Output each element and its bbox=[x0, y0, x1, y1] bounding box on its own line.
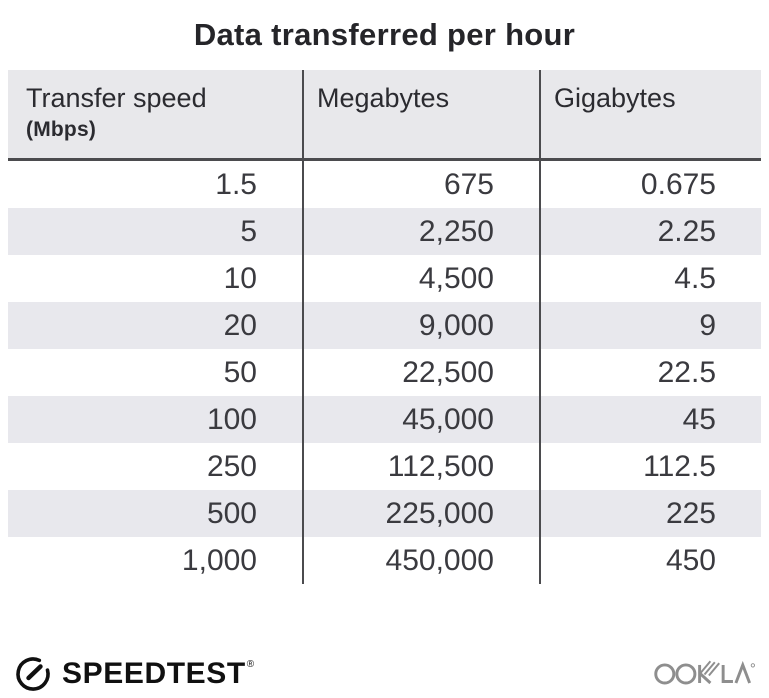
cell-speed: 20 bbox=[223, 309, 257, 342]
cell-megabytes: 675 bbox=[302, 161, 539, 208]
cell-gigabytes: 4.5 bbox=[539, 255, 761, 302]
table-row: 1.5 675 0.675 bbox=[8, 161, 761, 208]
table-row: 5 2,250 2.25 bbox=[8, 208, 761, 255]
header-transfer-speed: Transfer speed (Mbps) bbox=[8, 70, 302, 158]
cell-gigabytes: 112.5 bbox=[539, 443, 761, 490]
cell-gigabytes: 22.5 bbox=[539, 349, 761, 396]
table-row: 250 112,500 112.5 bbox=[8, 443, 761, 490]
cell-megabytes: 4,500 bbox=[302, 255, 539, 302]
table-row: 10 4,500 4.5 bbox=[8, 255, 761, 302]
cell-megabytes: 9,000 bbox=[302, 302, 539, 349]
cell-speed: 10 bbox=[223, 262, 257, 295]
ookla-wordmark-icon bbox=[654, 660, 755, 685]
cell-speed: 50 bbox=[223, 356, 257, 389]
page-title: Data transferred per hour bbox=[193, 17, 576, 52]
cell-gigabytes: 2.25 bbox=[539, 208, 761, 255]
header-transfer-speed-unit: (Mbps) bbox=[26, 118, 97, 141]
data-table: Transfer speed (Mbps) Megabytes Gigabyte… bbox=[8, 70, 761, 584]
cell-speed: 5 bbox=[240, 215, 257, 248]
cell-gigabytes: 9 bbox=[539, 302, 761, 349]
cell-megabytes: 450,000 bbox=[302, 537, 539, 584]
cell-gigabytes: 225 bbox=[539, 490, 761, 537]
table-row: 1,000 450,000 450 bbox=[8, 537, 761, 584]
cell-megabytes: 225,000 bbox=[302, 490, 539, 537]
table-row: 100 45,000 45 bbox=[8, 396, 761, 443]
cell-speed: 1,000 bbox=[181, 544, 257, 577]
cell-megabytes: 22,500 bbox=[302, 349, 539, 396]
table-row: 20 9,000 9 bbox=[8, 302, 761, 349]
speedtest-logo: SPEEDTEST ® bbox=[13, 652, 254, 696]
cell-speed: 1.5 bbox=[215, 168, 257, 201]
cell-megabytes: 2,250 bbox=[302, 208, 539, 255]
table-row: 50 22,500 22.5 bbox=[8, 349, 761, 396]
cell-gigabytes: 0.675 bbox=[539, 161, 761, 208]
cell-megabytes: 112,500 bbox=[302, 443, 539, 490]
header-transfer-speed-label: Transfer speed bbox=[26, 83, 207, 113]
cell-speed: 100 bbox=[206, 403, 257, 436]
ookla-logo bbox=[654, 659, 756, 687]
cell-speed: 500 bbox=[206, 497, 257, 530]
speedtest-gauge-icon bbox=[16, 657, 50, 691]
cell-megabytes: 45,000 bbox=[302, 396, 539, 443]
speedtest-wordmark: SPEEDTEST bbox=[62, 657, 246, 690]
cell-gigabytes: 45 bbox=[539, 396, 761, 443]
header-megabytes: Megabytes bbox=[302, 70, 539, 158]
cell-speed: 250 bbox=[206, 450, 257, 483]
header-gigabytes: Gigabytes bbox=[539, 70, 761, 158]
table-row: 500 225,000 225 bbox=[8, 490, 761, 537]
registered-trademark-icon: ® bbox=[246, 659, 255, 670]
table-header-row: Transfer speed (Mbps) Megabytes Gigabyte… bbox=[8, 70, 761, 161]
cell-gigabytes: 450 bbox=[539, 537, 761, 584]
